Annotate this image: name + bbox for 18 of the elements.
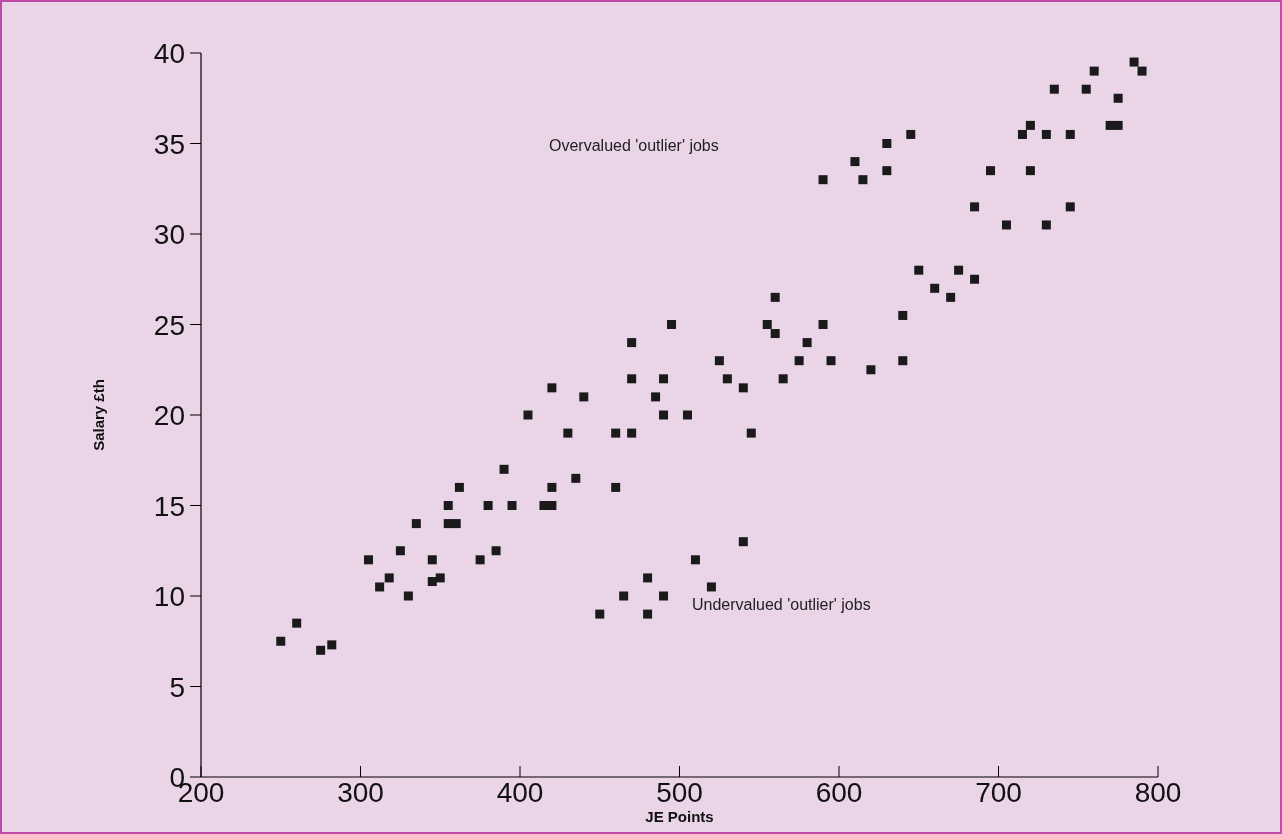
y-tick-label: 10 [153, 581, 185, 613]
annotation: Overvalued 'outlier' jobs [549, 136, 719, 154]
x-tick-label: 800 [1134, 777, 1182, 808]
x-tick-label: 400 [496, 777, 544, 808]
x-axis-title: JE Points [645, 808, 714, 825]
y-axis-title: Salary £th [90, 379, 107, 451]
x-tick-label: 300 [337, 777, 384, 808]
y-tick-label: 30 [153, 219, 185, 251]
x-tick-label: 700 [975, 777, 1022, 808]
y-tick-label: 25 [153, 309, 185, 341]
x-tick-label: 600 [815, 777, 863, 808]
x-tick-label: 500 [656, 777, 703, 808]
y-tick-label: 35 [153, 128, 185, 160]
y-tick-label: 20 [153, 400, 185, 432]
y-tick-label: 5 [169, 671, 185, 703]
y-tick-label: 15 [153, 490, 185, 522]
annotation: Undervalued 'outlier' jobs [692, 595, 871, 613]
y-tick-label: 40 [153, 38, 185, 70]
